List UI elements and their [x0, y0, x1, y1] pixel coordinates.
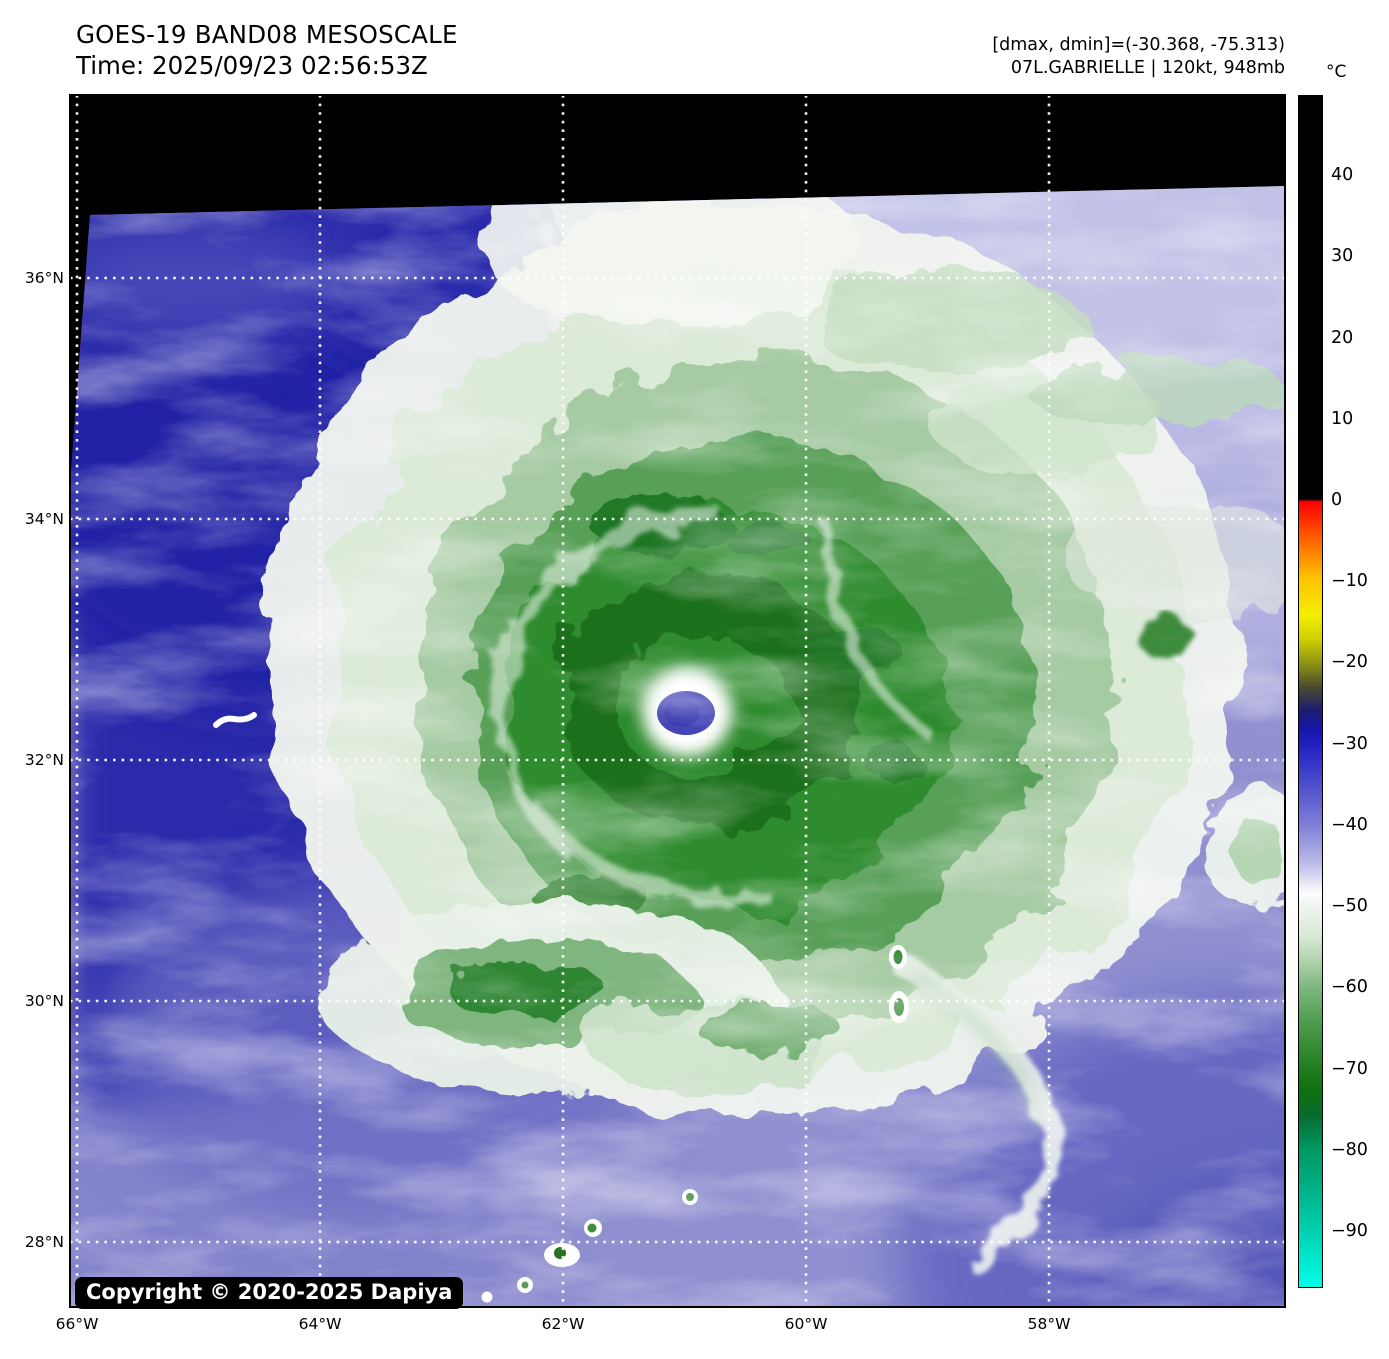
satellite-image [70, 95, 1285, 1307]
lon-tick-label: 66°W [55, 1315, 99, 1333]
lat-tick-label: 28°N [24, 1233, 64, 1251]
lon-tick-label: 58°W [1027, 1315, 1071, 1333]
page-title: GOES-19 BAND08 MESOSCALE [76, 20, 458, 49]
lat-tick-label: 36°N [24, 269, 64, 287]
colorbar-tick-label: −50 [1331, 896, 1368, 916]
colorbar-tick-label: −90 [1331, 1221, 1368, 1241]
colorbar-tick-label: 40 [1331, 165, 1354, 185]
colorbar-tick-label: −60 [1331, 977, 1368, 997]
colorbar-tick-label: 20 [1331, 328, 1354, 348]
dmax-dmin-readout: [dmax, dmin]=(-30.368, -75.313) [992, 35, 1285, 55]
copyright-badge: Copyright © 2020-2025 Dapiya [75, 1277, 464, 1309]
colorbar-unit-label: °C [1326, 62, 1347, 82]
colorbar-tick-label: 0 [1331, 490, 1343, 510]
colorbar-tick-label: 10 [1331, 409, 1354, 429]
colorbar-tick-label: −70 [1331, 1059, 1368, 1079]
lon-tick-label: 60°W [784, 1315, 828, 1333]
colorbar-tick-label: −10 [1331, 571, 1368, 591]
map-frame: Copyright © 2020-2025 Dapiya [69, 94, 1286, 1309]
temperature-colorbar [1298, 95, 1323, 1288]
colorbar-tick-label: −30 [1331, 734, 1368, 754]
lat-tick-label: 32°N [24, 751, 64, 769]
lon-tick-label: 62°W [541, 1315, 585, 1333]
cloud-noise-texture [70, 186, 1285, 1307]
colorbar-tick-label: −80 [1331, 1140, 1368, 1160]
colorbar-tick-label: −20 [1331, 652, 1368, 672]
scan-data-region [70, 186, 1285, 1307]
lat-tick-label: 34°N [24, 510, 64, 528]
lon-tick-label: 64°W [298, 1315, 342, 1333]
storm-info-label: 07L.GABRIELLE | 120kt, 948mb [1010, 58, 1285, 78]
timestamp-label: Time: 2025/09/23 02:56:53Z [76, 51, 428, 80]
lat-tick-label: 30°N [24, 992, 64, 1010]
colorbar-tick-label: −40 [1331, 815, 1368, 835]
colorbar-tick-label: 30 [1331, 246, 1354, 266]
